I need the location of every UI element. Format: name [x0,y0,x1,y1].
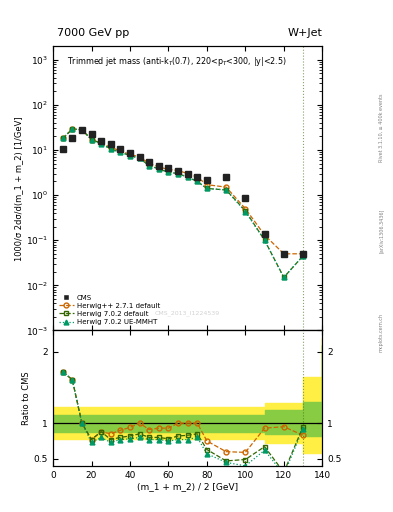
Text: mcplots.cern.ch: mcplots.cern.ch [379,313,384,352]
Text: [arXiv:1306.3436]: [arXiv:1306.3436] [379,208,384,252]
Text: Rivet 3.1.10, ≥ 400k events: Rivet 3.1.10, ≥ 400k events [379,94,384,162]
Text: CMS_2013_I1224539: CMS_2013_I1224539 [155,311,220,316]
Legend: CMS, Herwig++ 2.7.1 default, Herwig 7.0.2 default, Herwig 7.0.2 UE-MMHT: CMS, Herwig++ 2.7.1 default, Herwig 7.0.… [57,292,162,327]
Y-axis label: Ratio to CMS: Ratio to CMS [22,371,31,425]
X-axis label: (m_1 + m_2) / 2 [GeV]: (m_1 + m_2) / 2 [GeV] [137,482,238,492]
Text: Trimmed jet mass (anti-k$_T$(0.7), 220<p$_T$<300, |y|<2.5): Trimmed jet mass (anti-k$_T$(0.7), 220<p… [66,55,286,68]
Text: W+Jet: W+Jet [287,28,322,38]
Y-axis label: 1000/σ 2dσ/d(m_1 + m_2) [1/GeV]: 1000/σ 2dσ/d(m_1 + m_2) [1/GeV] [14,116,23,261]
Text: 7000 GeV pp: 7000 GeV pp [57,28,129,38]
